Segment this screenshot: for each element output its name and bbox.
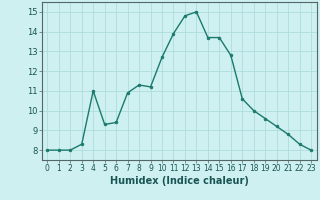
X-axis label: Humidex (Indice chaleur): Humidex (Indice chaleur) xyxy=(110,176,249,186)
